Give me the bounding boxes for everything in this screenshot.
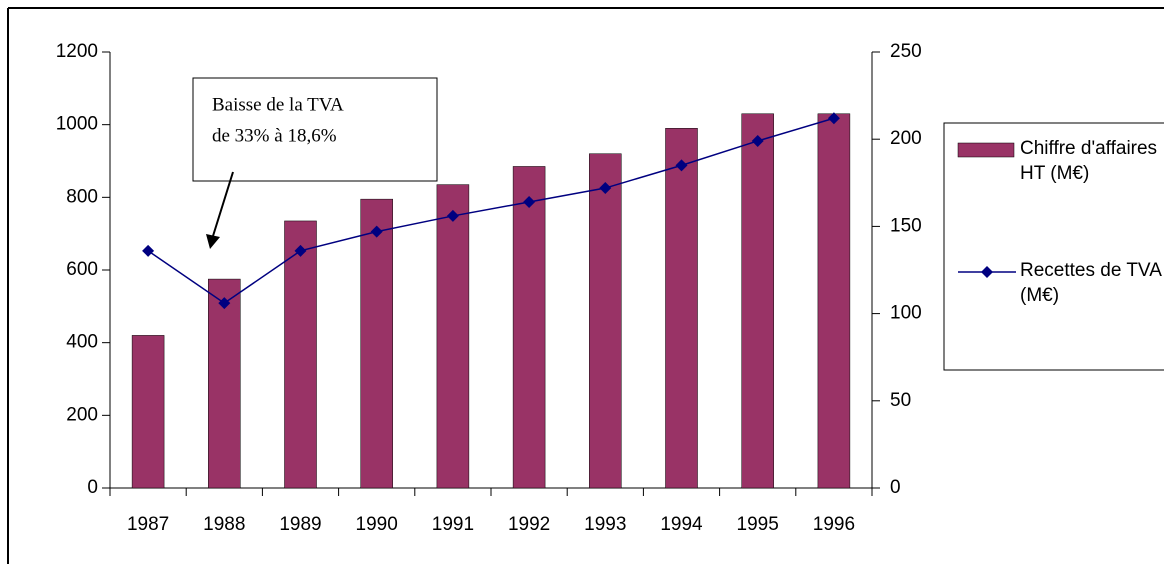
- bar: [436, 184, 470, 489]
- marker: [751, 134, 764, 147]
- bar: [512, 166, 546, 489]
- x-tick-label: 1989: [279, 514, 321, 535]
- annotation-text: Baisse de la TVA: [212, 94, 344, 115]
- marker: [446, 209, 459, 222]
- legend-label: Recettes de TVA (M€): [1020, 260, 1161, 306]
- marker: [142, 244, 155, 257]
- annotation-arrow: [212, 171, 234, 237]
- x-tick-label: 1987: [127, 514, 169, 535]
- y-tick-label: 200: [66, 404, 98, 425]
- bar: [360, 198, 393, 489]
- y2-tick-label: 50: [890, 390, 911, 411]
- y2-tick-label: 100: [890, 303, 922, 324]
- bar: [284, 220, 317, 489]
- legend-marker: [981, 266, 993, 278]
- marker: [827, 112, 840, 125]
- marker: [675, 159, 688, 172]
- line: [147, 117, 835, 305]
- marker: [294, 244, 307, 257]
- marker: [599, 182, 612, 195]
- x-tick-label: 1993: [584, 514, 626, 535]
- legend-swatch: [957, 142, 1015, 158]
- marker: [523, 195, 536, 208]
- y2-tick-label: 0: [890, 477, 901, 498]
- bar: [131, 335, 165, 489]
- y-tick-label: 600: [66, 259, 98, 280]
- x-tick-label: 1995: [737, 514, 779, 535]
- x-tick-label: 1990: [356, 514, 398, 535]
- bar: [589, 153, 622, 489]
- legend-label: Chiffre d'affaires HT (M€): [1020, 138, 1158, 184]
- annotation-text: de 33% à 18,6%: [212, 125, 337, 146]
- bar: [665, 128, 698, 489]
- annotation-box: [192, 77, 438, 182]
- bar: [208, 278, 241, 489]
- y-tick-label: 1200: [56, 41, 98, 62]
- y-tick-label: 800: [66, 186, 98, 207]
- bar: [817, 113, 851, 489]
- y2-tick-label: 150: [890, 215, 922, 236]
- marker: [370, 225, 383, 238]
- y2-tick-label: 250: [890, 41, 922, 62]
- annotation-arrowhead: [206, 234, 220, 249]
- marker: [218, 297, 231, 310]
- y-tick-label: 400: [66, 332, 98, 353]
- legend-label-box: Chiffre d'affaires HT (M€): [1020, 138, 1158, 184]
- legend-label-box: Recettes de TVA (M€): [1020, 260, 1161, 306]
- y-tick-label: 0: [87, 477, 98, 498]
- x-tick-label: 1988: [203, 514, 245, 535]
- x-tick-label: 1994: [660, 514, 703, 535]
- x-tick-label: 1996: [813, 514, 855, 535]
- bar: [741, 113, 774, 489]
- x-tick-label: 1992: [508, 514, 550, 535]
- y-tick-label: 1000: [56, 114, 98, 135]
- legend-box: [943, 122, 1164, 371]
- x-tick-label: 1991: [432, 514, 474, 535]
- y2-tick-label: 200: [890, 128, 922, 149]
